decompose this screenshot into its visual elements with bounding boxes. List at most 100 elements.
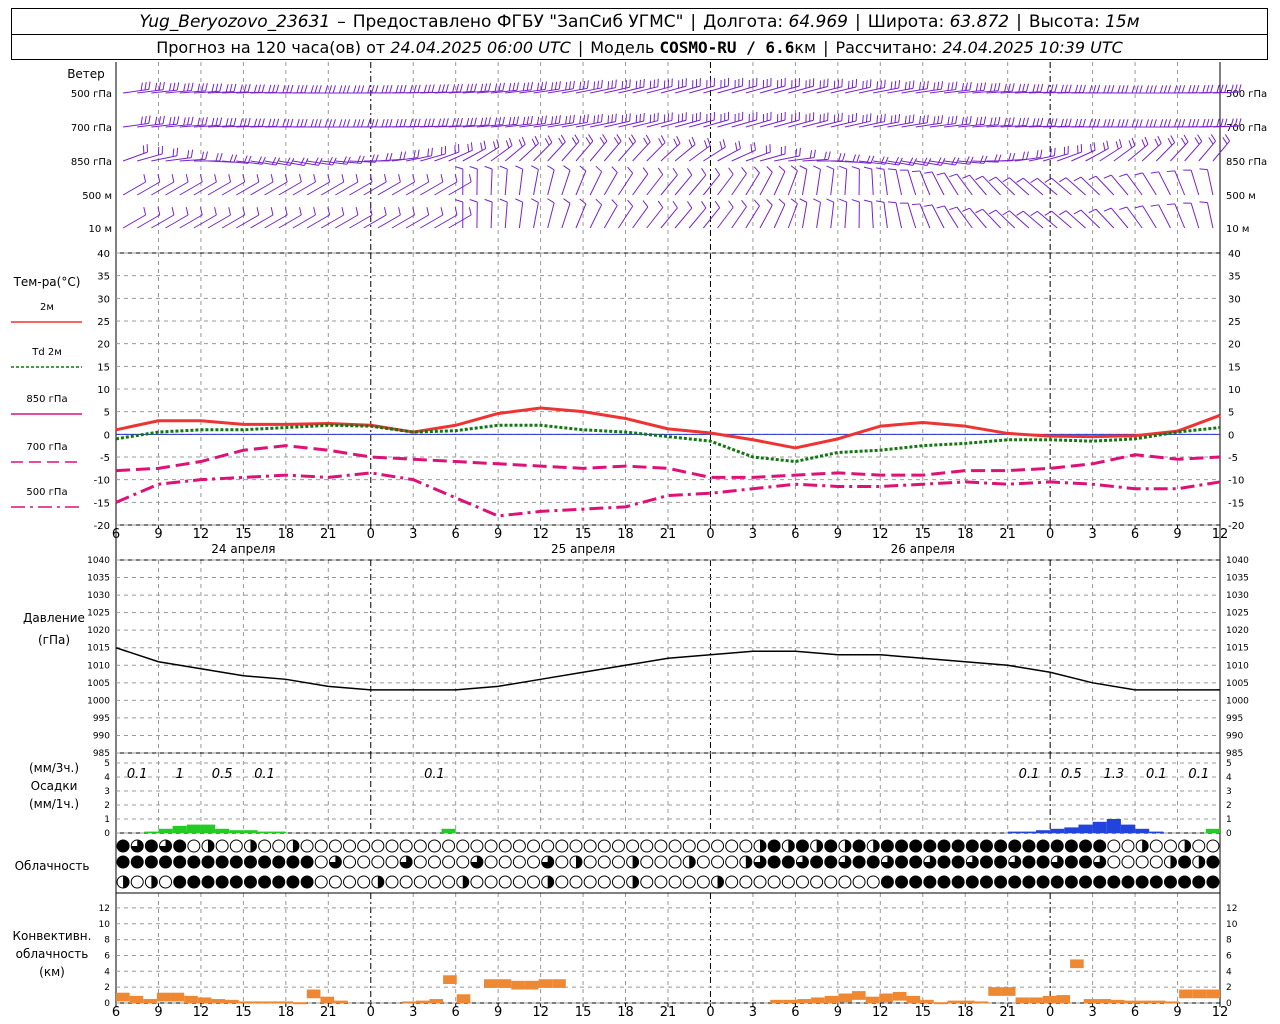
pressure-tick-label: 1005	[87, 679, 110, 689]
wind-barb	[816, 112, 843, 128]
wind-barb-feather	[1119, 173, 1127, 178]
wind-barb	[589, 165, 603, 196]
cloud-symbol	[781, 855, 795, 869]
wind-barb-feather	[602, 134, 608, 142]
temp-tick-label: -5	[1228, 453, 1238, 464]
time-tick-label: 6	[112, 527, 120, 542]
cloud-symbol	[173, 875, 187, 889]
cloud-symbol-circle	[1121, 875, 1135, 889]
cloud-symbol	[555, 839, 569, 853]
cloud-symbol-circle	[909, 855, 923, 869]
wind-barb-feather	[186, 150, 190, 159]
pressure-tick-label: 985	[93, 749, 110, 759]
wind-barb	[887, 201, 903, 229]
cloud-symbol	[357, 855, 371, 869]
cloud-symbol	[626, 839, 640, 853]
wind-barb-feather	[869, 79, 872, 88]
wind-barb-staff	[674, 119, 701, 128]
precip-3h-label: 0.1	[1019, 767, 1040, 782]
cloud-symbol	[187, 855, 201, 869]
wind-barb-feather	[728, 167, 734, 175]
precip-tick-label: 2	[1226, 801, 1232, 811]
wind-barb-staff	[788, 85, 814, 94]
wind-barb-feather	[625, 80, 627, 89]
wind-barb-feather	[395, 118, 399, 127]
cloud-symbol	[442, 875, 456, 889]
wind-barb-staff	[1085, 148, 1109, 162]
wind-barb-feather	[728, 200, 734, 208]
wind-barb-feather	[965, 156, 970, 164]
wind-barb-feather	[890, 81, 893, 90]
cloud-symbol-circle	[555, 855, 569, 869]
cloud-symbol-three-quarter	[1051, 856, 1064, 868]
wind-barb-staff	[193, 90, 220, 94]
wind-barb-feather	[318, 119, 322, 128]
wind-barb-staff	[122, 181, 146, 196]
wind-barb-staff	[533, 88, 560, 94]
wind-barb	[462, 117, 491, 128]
wind-barb-feather	[572, 80, 575, 89]
wind-barb-staff	[518, 169, 524, 196]
cloud-symbol-circle	[527, 875, 541, 889]
wind-barb-feather	[1238, 84, 1242, 93]
wind-barb	[717, 111, 744, 128]
cloud-symbol-circle	[994, 839, 1008, 853]
wind-barb-staff	[292, 214, 316, 229]
wind-barb-staff	[1190, 169, 1200, 196]
wind-barb-feather	[1016, 210, 1024, 216]
wind-barb-feather	[456, 118, 459, 127]
wind-barb-feather	[417, 84, 421, 93]
wind-barb	[391, 207, 416, 229]
alt-label: Высота:	[1028, 11, 1100, 32]
wind-barb	[1016, 210, 1044, 229]
wind-barb	[165, 207, 189, 229]
wind-barb	[975, 208, 1001, 229]
wind-barb	[813, 198, 821, 229]
wind-barb-feather	[1202, 118, 1206, 127]
wind-barb-staff	[1051, 210, 1072, 229]
cloud-symbol	[852, 855, 866, 869]
wind-barb	[462, 140, 487, 162]
wind-barb	[759, 111, 786, 128]
wind-barb	[816, 78, 843, 94]
wind-barb-feather	[616, 134, 622, 142]
wind-barb-feather	[766, 166, 773, 173]
wind-barb-feather	[1166, 170, 1175, 173]
conv-bar	[770, 999, 784, 1003]
cloud-symbol	[555, 875, 569, 889]
wind-barb-feather	[1199, 168, 1208, 171]
wind-barb-feather	[615, 79, 617, 88]
wind-barb-staff	[1126, 173, 1143, 196]
cloud-symbol	[144, 875, 158, 889]
wind-barb-staff	[519, 142, 539, 162]
wind-barb	[590, 113, 617, 128]
cloud-symbol-circle	[1149, 875, 1163, 889]
wind-barb	[604, 79, 631, 94]
wind-barb-staff	[830, 86, 857, 94]
wind-barb-feather	[526, 116, 530, 125]
wind-barb-feather	[484, 83, 488, 92]
wind-barb	[292, 207, 316, 229]
wind-barb-staff	[907, 203, 917, 229]
wind-barb-staff	[1206, 169, 1214, 196]
wind-level-label: 10 м	[89, 224, 112, 235]
wind-barb-staff	[986, 124, 1013, 128]
wind-barb	[717, 77, 744, 94]
precip-3h-label: 0.1	[1188, 767, 1209, 782]
wind-barb	[547, 80, 575, 94]
wind-barb	[420, 145, 447, 162]
wind-level-label: 10 м	[1226, 224, 1249, 235]
pressure-tick-label: 1000	[1226, 696, 1249, 706]
time-tick-label: 21	[320, 1005, 337, 1020]
cloud-symbol-circle	[711, 855, 725, 869]
cloud-symbol	[994, 875, 1008, 889]
wind-barb-feather	[508, 117, 512, 126]
wind-barb	[561, 114, 589, 128]
cloud-symbol-circle	[484, 855, 498, 869]
time-tick-label: 6	[791, 527, 799, 542]
wind-barb-staff	[731, 173, 747, 196]
cloud-symbol-circle	[173, 875, 187, 889]
cloud-symbol	[1163, 875, 1177, 889]
conv-tick-label: 6	[104, 951, 110, 961]
wind-barb-staff	[717, 148, 741, 162]
